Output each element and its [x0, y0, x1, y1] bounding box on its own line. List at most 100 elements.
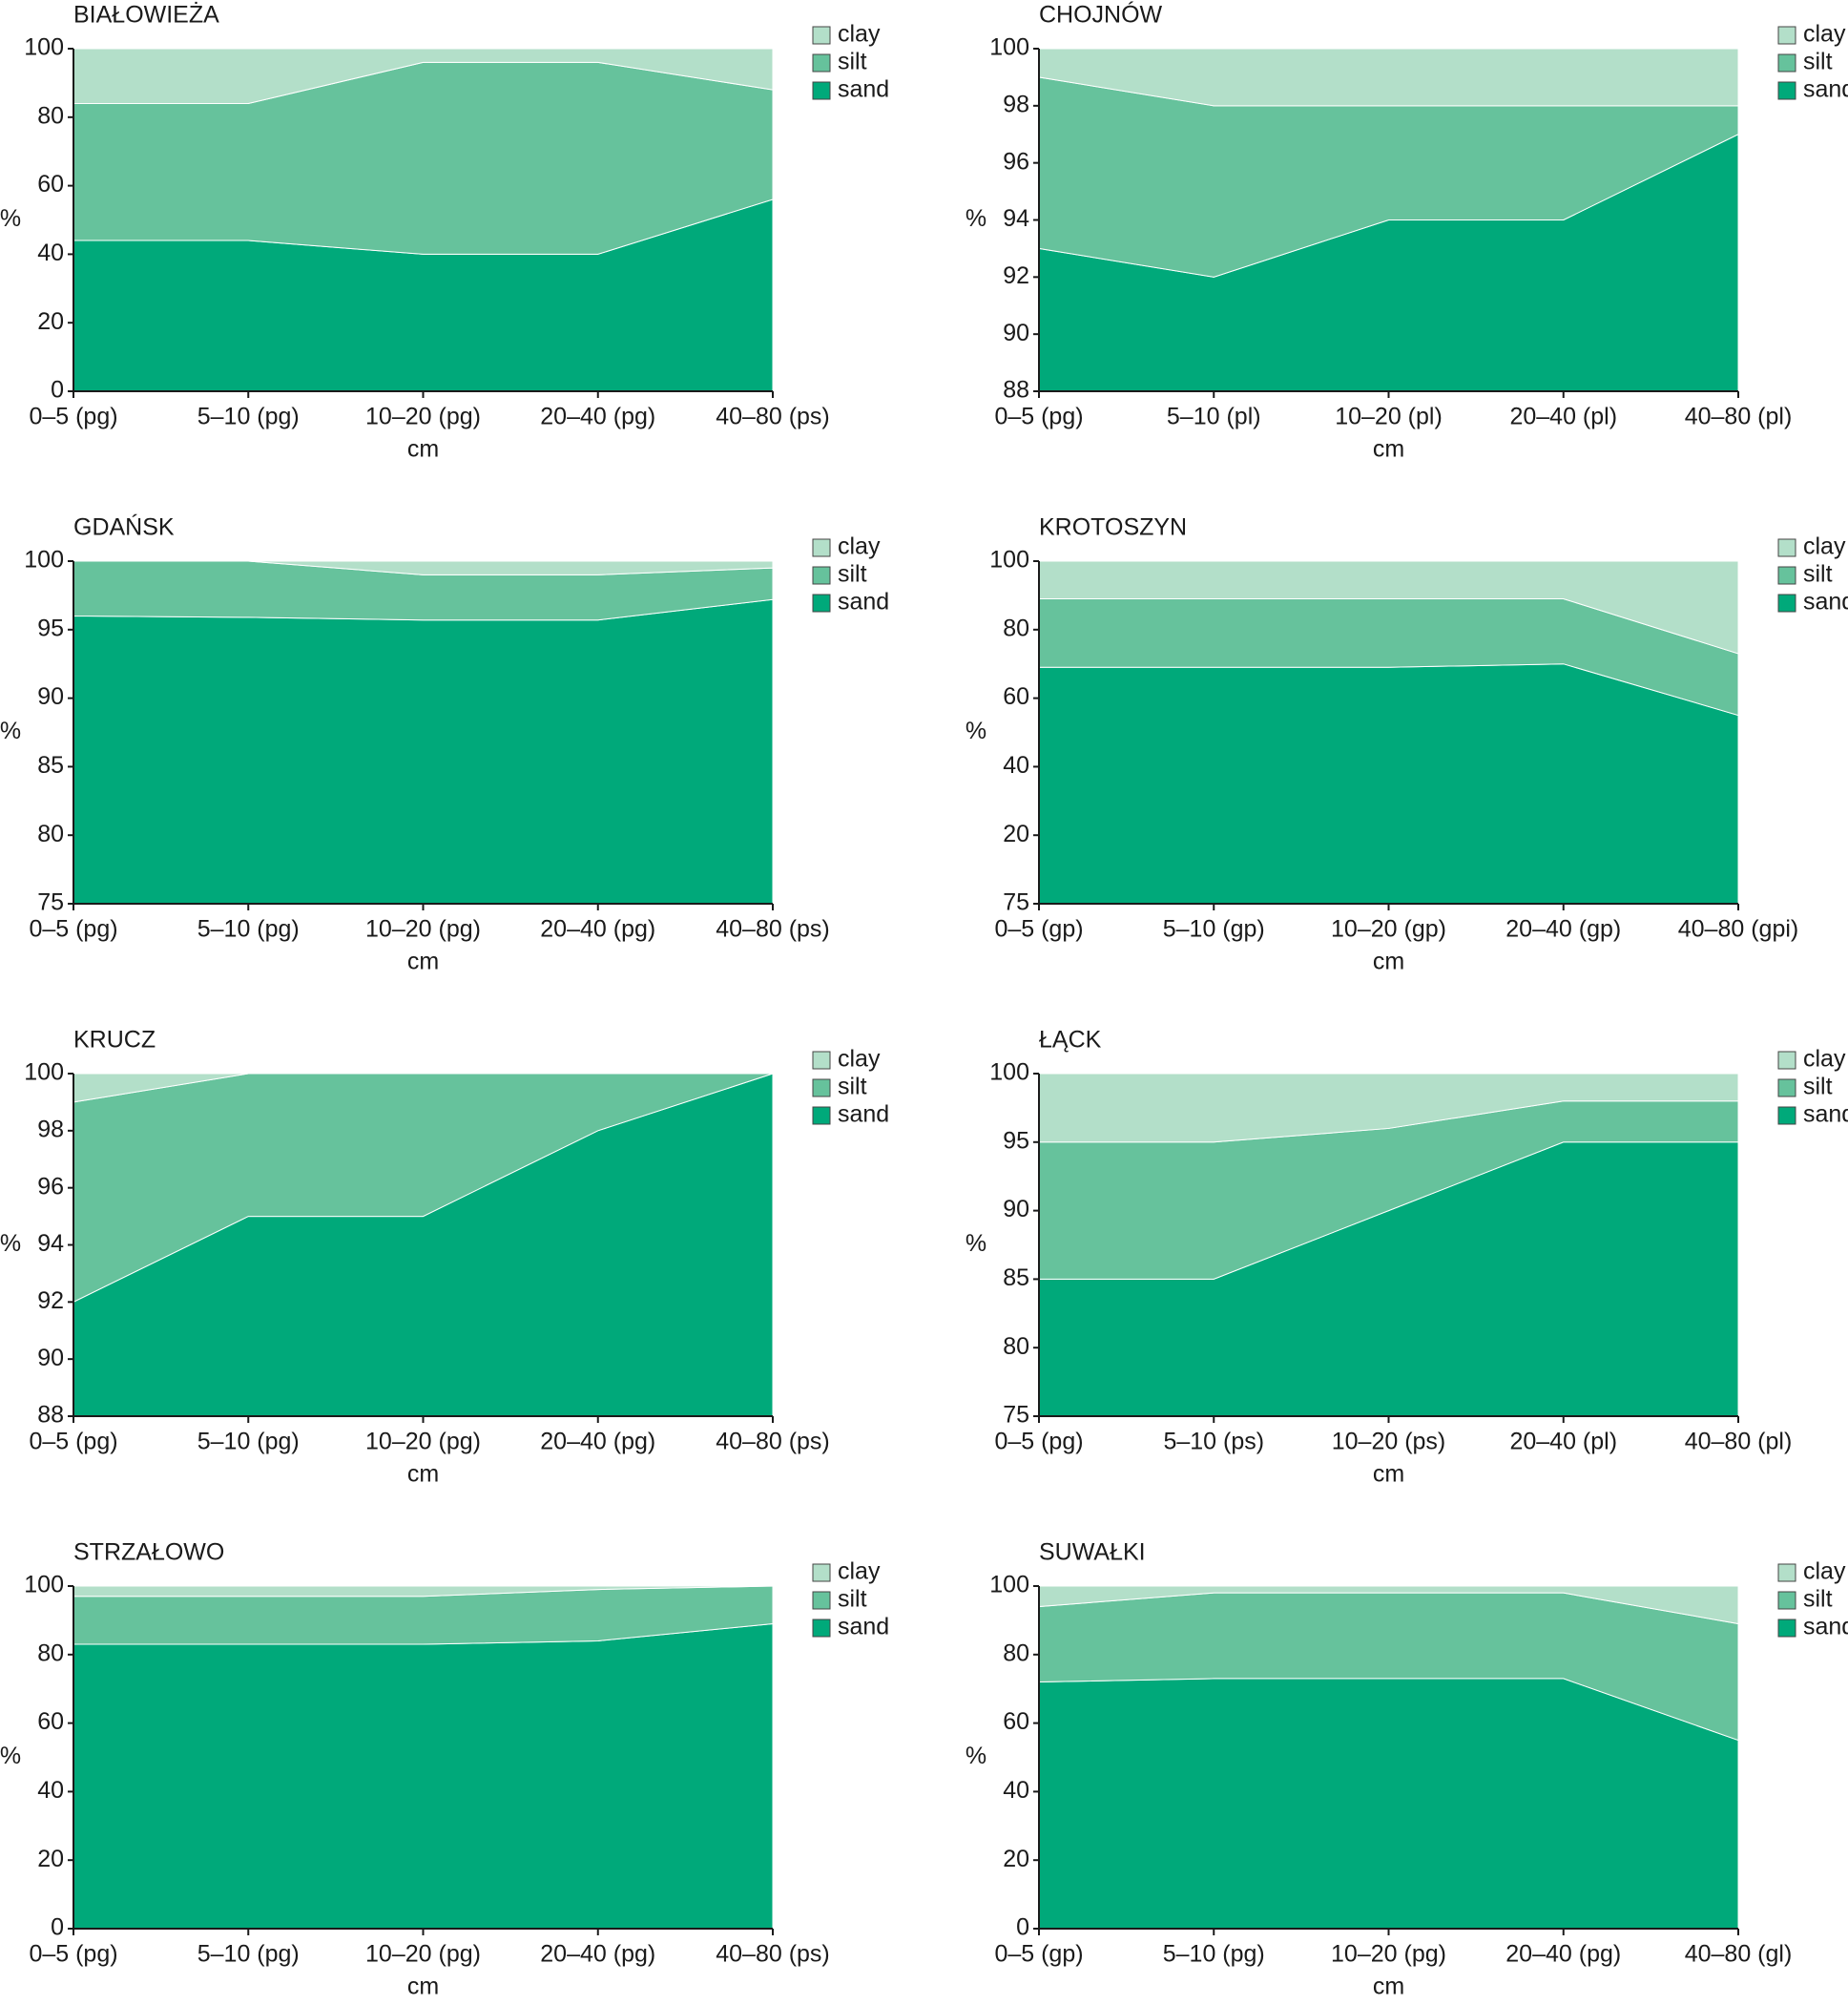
y-tick-label: 92 [1003, 262, 1029, 289]
chart-panel: 75 20 40 60 80 100 0–5 (gp) 5–10 (gp) 10–20 (gp)… [966, 514, 1848, 975]
x-axis-title: cm [1373, 436, 1404, 463]
y-tick-label: 60 [37, 1708, 64, 1735]
y-tick-label: 75 [37, 889, 64, 916]
x-tick-label: 5–10 (gp) [1163, 916, 1265, 943]
y-tick-label: 20 [37, 308, 64, 335]
area-clay [1038, 1073, 1739, 1143]
legend-swatch [812, 53, 831, 73]
legend-label: clay [1803, 1558, 1846, 1585]
y-tick-label: 100 [24, 1059, 64, 1086]
x-tick-label: 0–5 (gp) [994, 1941, 1083, 1968]
x-tick-label: 5–10 (ps) [1163, 1429, 1264, 1455]
x-tick-label: 0–5 (pg) [29, 1429, 117, 1455]
y-tick-label: 40 [37, 1777, 64, 1804]
legend-swatch [1777, 594, 1796, 613]
x-tick-label: 5–10 (pg) [197, 916, 300, 943]
x-tick-label: 40–80 (ps) [716, 404, 830, 430]
y-tick-label: 85 [37, 752, 64, 779]
y-tick-label: 94 [1003, 205, 1029, 232]
x-tick-label: 40–80 (ps) [716, 1941, 830, 1968]
legend-label: clay [838, 533, 881, 560]
chart-panel: 0 20 40 60 80 100 0–5 (pg) 5–10 (pg) 10–20 (pg) 2… [0, 1, 889, 463]
legend-label: sand [838, 1101, 889, 1128]
legend-label: silt [1803, 1586, 1833, 1613]
x-axis-title: cm [407, 1461, 439, 1488]
legend-label: clay [1803, 21, 1846, 48]
y-tick-label: 40 [1003, 1777, 1029, 1804]
legend-swatch [1777, 53, 1796, 73]
chart-panel: 88 90 92 94 96 98 100 0–5 (pg) 5–10 (pg) 10–20 (p… [0, 1027, 889, 1488]
y-axis-title: % [966, 205, 986, 232]
chart-panel: 75 80 85 90 95 100 0–5 (pg) 5–10 (pg) 10–20 (pg)… [0, 513, 889, 975]
legend-label: silt [838, 561, 867, 588]
x-tick-label: 40–80 (ps) [716, 916, 830, 943]
legend-label: clay [838, 1558, 881, 1585]
x-tick-label: 20–40 (pg) [1505, 1941, 1621, 1968]
area-clay [73, 560, 774, 575]
x-tick-label: 5–10 (pl) [1167, 404, 1261, 430]
area-clay [73, 48, 774, 104]
chart-title: SUWAŁKI [1039, 1539, 1146, 1566]
legend-swatch [1777, 1591, 1796, 1610]
y-tick-label: 100 [989, 34, 1029, 61]
x-axis-title: cm [1373, 949, 1404, 975]
area-sand [1038, 663, 1739, 905]
legend-swatch [812, 594, 831, 613]
x-tick-label: 20–40 (pg) [540, 916, 655, 943]
y-tick-label: 60 [1003, 1708, 1029, 1735]
y-tick-label: 0 [1016, 1914, 1029, 1941]
x-tick-label: 40–80 (ps) [716, 1429, 830, 1455]
y-tick-label: 0 [51, 377, 64, 404]
legend-swatch [1777, 1619, 1796, 1638]
x-tick-label: 20–40 (pg) [540, 1429, 655, 1455]
x-axis-title: cm [1373, 1461, 1404, 1488]
x-tick-label: 10–20 (gp) [1331, 916, 1446, 943]
legend-label: sand [838, 76, 889, 103]
legend-label: clay [1803, 533, 1846, 560]
area-clay [1038, 1585, 1739, 1625]
legend-label: sand [1803, 1101, 1848, 1128]
legend-swatch [812, 1106, 831, 1125]
y-tick-label: 100 [24, 1572, 64, 1598]
x-tick-label: 5–10 (pg) [197, 1941, 300, 1968]
legend-label: silt [1803, 49, 1833, 75]
x-tick-label: 20–40 (gp) [1505, 916, 1621, 943]
legend-label: clay [838, 21, 881, 48]
y-tick-label: 100 [989, 1572, 1029, 1598]
legend-swatch [1777, 1106, 1796, 1125]
area-sand [1038, 1678, 1739, 1930]
x-tick-label: 10–20 (pg) [365, 404, 481, 430]
legend-label: sand [1803, 1614, 1848, 1640]
y-tick-label: 20 [37, 1846, 64, 1872]
y-tick-label: 75 [1003, 889, 1029, 916]
y-tick-label: 80 [1003, 1640, 1029, 1666]
y-tick-label: 90 [1003, 320, 1029, 346]
legend-swatch [1777, 1563, 1796, 1582]
y-tick-label: 100 [989, 1059, 1029, 1086]
area-clay [1038, 560, 1739, 655]
x-tick-label: 0–5 (pg) [994, 1429, 1083, 1455]
chart-title: GDAŃSK [73, 513, 175, 541]
legend-label: silt [838, 1586, 867, 1613]
y-tick-label: 90 [37, 683, 64, 710]
legend-swatch [812, 538, 831, 557]
y-tick-label: 80 [1003, 615, 1029, 641]
x-tick-label: 10–20 (pl) [1335, 404, 1443, 430]
legend-swatch [812, 26, 831, 45]
y-tick-label: 0 [51, 1914, 64, 1941]
x-tick-label: 10–20 (ps) [1332, 1429, 1446, 1455]
x-tick-label: 10–20 (pg) [1331, 1941, 1446, 1968]
legend-swatch [1777, 26, 1796, 45]
x-tick-label: 20–40 (pl) [1509, 1429, 1617, 1455]
y-tick-label: 98 [1003, 91, 1029, 117]
y-axis-title: % [0, 1743, 21, 1769]
x-tick-label: 0–5 (pg) [29, 916, 117, 943]
legend-label: silt [1803, 561, 1833, 588]
legend-swatch [812, 81, 831, 100]
legend-swatch [1777, 538, 1796, 557]
y-tick-label: 95 [37, 615, 64, 641]
legend-label: sand [838, 589, 889, 616]
x-tick-label: 20–40 (pg) [540, 1941, 655, 1968]
legend-label: sand [1803, 76, 1848, 103]
